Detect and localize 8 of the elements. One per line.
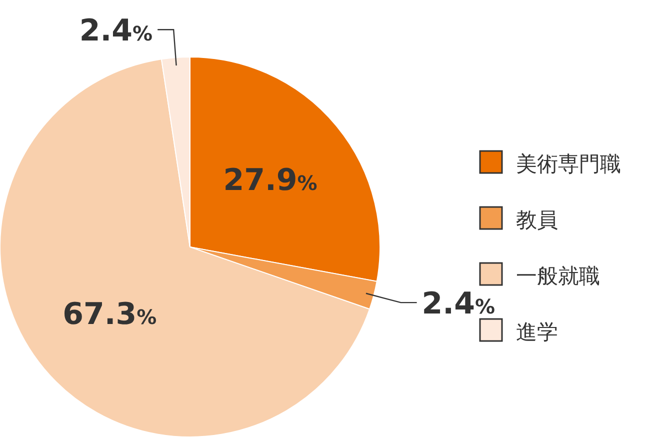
legend-label: 進学 [516, 320, 558, 344]
legend-label: 一般就職 [516, 264, 600, 288]
data-label: 2.4% [422, 286, 496, 322]
data-label: 67.3% [62, 296, 157, 332]
legend-label: 教員 [516, 208, 558, 232]
data-label: 2.4% [79, 14, 153, 49]
legend-label: 美術専門職 [516, 152, 621, 176]
data-label: 27.9% [223, 163, 318, 198]
